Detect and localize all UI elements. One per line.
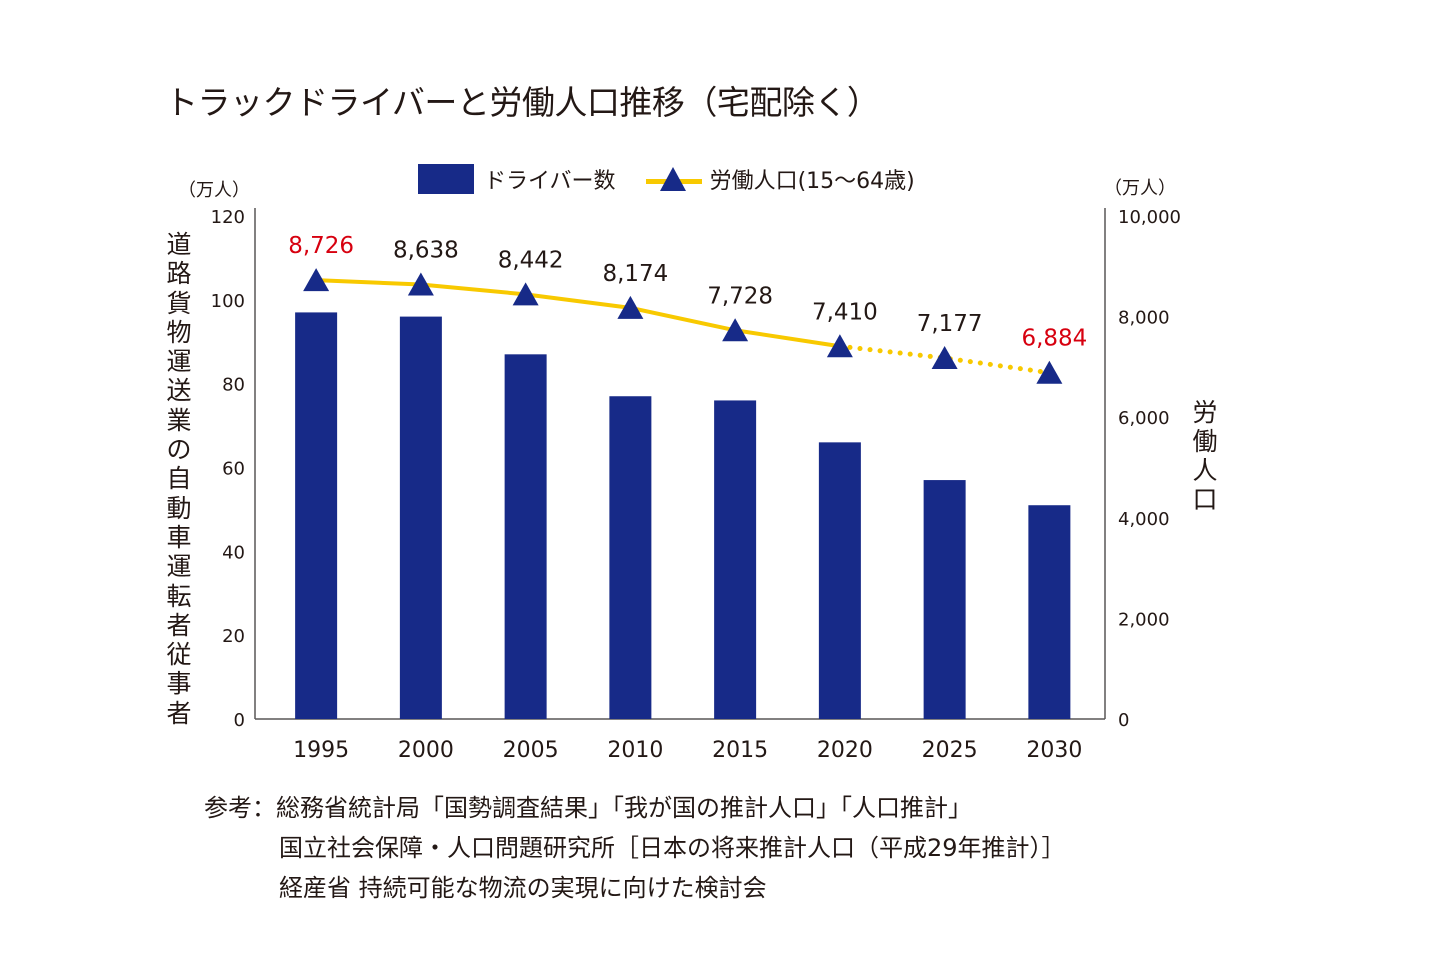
right-axis-unit: （万人） [1104, 178, 1176, 199]
triangle-marker [617, 295, 644, 319]
left-tick-label: 120 [211, 207, 245, 228]
legend-bar-label: ドライバー数 [484, 169, 616, 194]
source-note-prefix: 参考： [204, 794, 276, 822]
data-label: 8,174 [602, 261, 668, 287]
bar [1028, 505, 1071, 719]
bar [714, 400, 757, 719]
bar [818, 442, 861, 719]
legend-bar-swatch [418, 164, 474, 194]
source-note-text: 総務省統計局「国勢調査結果」「我が国の推計人口」「人口推計」 [276, 794, 972, 822]
left-tick-label: 100 [211, 291, 245, 312]
data-label: 8,726 [288, 233, 354, 259]
x-tick-label: 2005 [503, 738, 559, 763]
x-tick-label: 2010 [607, 738, 663, 763]
data-label: 6,884 [1021, 326, 1087, 352]
triangle-marker [407, 272, 434, 296]
right-tick-label: 0 [1118, 710, 1129, 731]
right-tick-label: 2,000 [1118, 609, 1170, 630]
triangle-marker [303, 268, 330, 292]
left-tick-label: 60 [222, 459, 245, 480]
legend-line-swatch [645, 164, 702, 194]
source-note-line: 国立社会保障・人口問題研究所［日本の将来推計人口（平成29年推計）］ [279, 834, 1066, 862]
line-series-actual [316, 278, 841, 349]
bar [923, 480, 966, 719]
bar [399, 316, 442, 719]
source-note-line: 経産省 持続可能な物流の実現に向けた検討会 [279, 874, 767, 902]
triangle-marker [1036, 360, 1063, 384]
left-tick-label: 0 [234, 710, 245, 731]
x-tick-label: 2000 [398, 738, 454, 763]
data-label: 7,177 [917, 311, 983, 337]
bar [295, 312, 338, 719]
data-label: 7,410 [812, 299, 878, 325]
chart-title: トラックドライバーと労働人口推移（宅配除く） [165, 83, 880, 122]
right-tick-label: 10,000 [1118, 207, 1181, 228]
triangle-marker [931, 345, 958, 369]
triangle-marker [826, 334, 853, 358]
left-tick-label: 40 [222, 542, 245, 563]
triangle-marker [722, 318, 749, 342]
x-tick-label: 2015 [712, 738, 768, 763]
x-tick-label: 2030 [1026, 738, 1082, 763]
source-notes: 参考：総務省統計局「国勢調査結果」「我が国の推計人口」「人口推計」 国立社会保障… [204, 788, 1066, 908]
legend-line-label: 労働人口(15〜64歳) [709, 169, 915, 194]
source-note-line: 参考：総務省統計局「国勢調査結果」「我が国の推計人口」「人口推計」 [204, 788, 1066, 828]
right-axis-title: 労働人口 [1192, 398, 1218, 514]
x-tick-label: 2020 [817, 738, 873, 763]
right-tick-label: 6,000 [1118, 408, 1170, 429]
triangle-marker-icon [659, 167, 686, 191]
x-tick-label: 1995 [293, 738, 349, 763]
left-axis-title: 道路貨物運送業の自動車運転者従事者 [166, 230, 192, 728]
left-axis-unit: （万人） [178, 180, 250, 201]
left-tick-label: 80 [222, 375, 245, 396]
right-tick-label: 8,000 [1118, 308, 1170, 329]
bar [504, 354, 547, 719]
x-tick-label: 2025 [922, 738, 978, 763]
right-tick-label: 4,000 [1118, 509, 1170, 530]
triangle-marker [512, 282, 539, 306]
left-tick-label: 20 [222, 626, 245, 647]
data-label: 8,638 [393, 238, 459, 264]
bar [609, 396, 652, 719]
legend: ドライバー数 労働人口(15〜64歳) [418, 162, 945, 196]
data-label: 8,442 [498, 247, 564, 273]
data-label: 7,728 [707, 283, 773, 309]
